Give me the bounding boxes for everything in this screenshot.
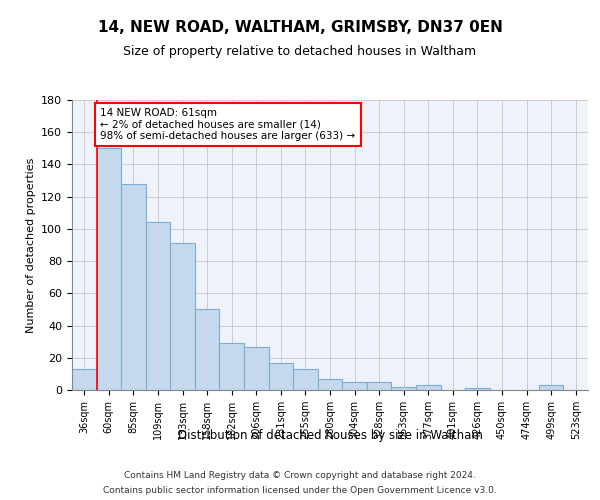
Text: Distribution of detached houses by size in Waltham: Distribution of detached houses by size … (178, 428, 482, 442)
Bar (72, 369, 97, 390)
Y-axis label: Number of detached properties: Number of detached properties (26, 158, 35, 332)
Bar (539, 385, 563, 390)
Bar (220, 344, 244, 390)
Bar (342, 382, 367, 390)
Text: Contains public sector information licensed under the Open Government Licence v3: Contains public sector information licen… (103, 486, 497, 495)
Text: 14, NEW ROAD, WALTHAM, GRIMSBY, DN37 0EN: 14, NEW ROAD, WALTHAM, GRIMSBY, DN37 0EN (98, 20, 502, 35)
Bar (293, 369, 318, 390)
Bar (195, 310, 220, 390)
Bar (367, 382, 391, 390)
Bar (244, 346, 269, 390)
Bar (146, 222, 170, 390)
Text: 14 NEW ROAD: 61sqm
← 2% of detached houses are smaller (14)
98% of semi-detached: 14 NEW ROAD: 61sqm ← 2% of detached hous… (100, 108, 355, 142)
Bar (121, 184, 146, 390)
Bar (269, 362, 293, 390)
Bar (465, 388, 490, 390)
Bar (97, 148, 121, 390)
Bar (416, 385, 440, 390)
Bar (170, 244, 195, 390)
Bar (318, 378, 342, 390)
Text: Size of property relative to detached houses in Waltham: Size of property relative to detached ho… (124, 45, 476, 58)
Bar (391, 387, 416, 390)
Text: Contains HM Land Registry data © Crown copyright and database right 2024.: Contains HM Land Registry data © Crown c… (124, 471, 476, 480)
